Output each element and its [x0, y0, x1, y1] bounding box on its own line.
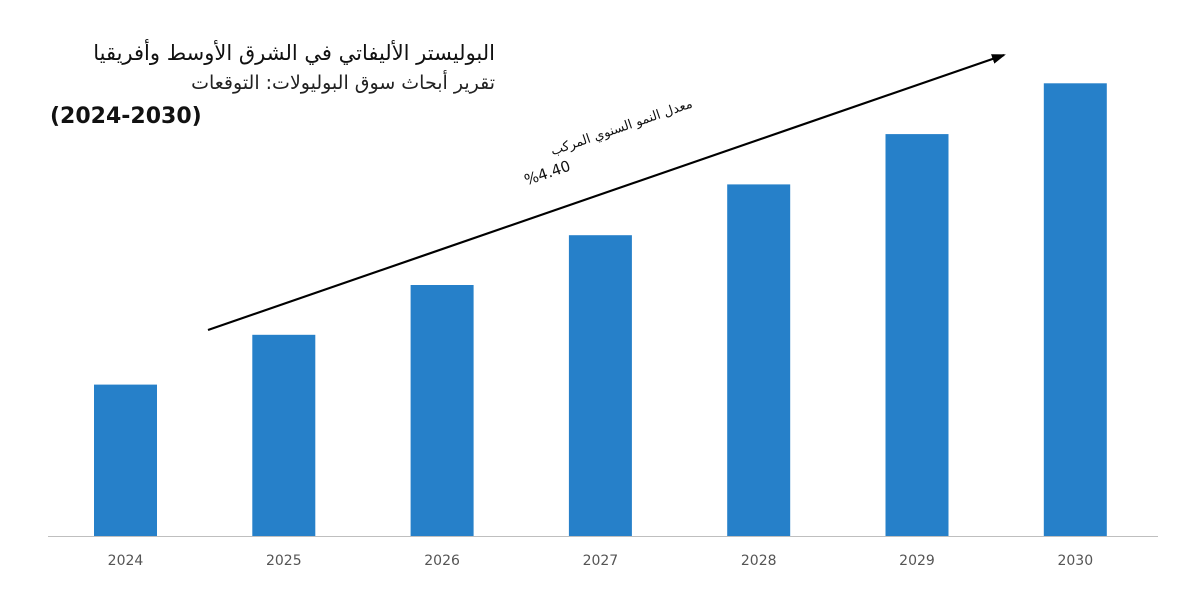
bar-2026 — [410, 285, 474, 536]
x-tick-label-2026: 2026 — [424, 553, 460, 569]
annotation-group: معدل النمو السنوي المركب %4.40 — [522, 97, 695, 190]
bar-2030 — [1043, 83, 1107, 537]
bar-2029 — [885, 134, 949, 536]
bar-2025 — [252, 334, 316, 536]
bar-2024 — [94, 384, 157, 536]
x-tick-label-2030: 2030 — [1057, 553, 1093, 569]
bar-2027 — [568, 235, 632, 536]
chart-subtitle: تقرير أبحاث سوق البوليولات: التوقعات — [191, 72, 495, 94]
bar-2028 — [727, 184, 791, 536]
x-tick-label-2024: 2024 — [108, 553, 144, 569]
chart-title: البوليستر الأليفاتي في الشرق الأوسط وأفر… — [93, 41, 495, 65]
bars-layer — [94, 83, 1107, 537]
x-tick-labels: 2024 2025 2026 2027 2028 2029 2030 — [108, 553, 1093, 569]
cagr-value: %4.40 — [522, 157, 573, 190]
x-tick-label-2025: 2025 — [266, 553, 302, 569]
x-tick-label-2027: 2027 — [583, 553, 619, 569]
cagr-label: معدل النمو السنوي المركب — [549, 97, 695, 160]
x-tick-label-2029: 2029 — [899, 553, 935, 569]
chart-period: (2024-2030) — [50, 104, 202, 129]
x-tick-label-2028: 2028 — [741, 553, 777, 569]
chart-title-block: البوليستر الأليفاتي في الشرق الأوسط وأفر… — [50, 38, 495, 134]
trend-arrow — [207, 53, 1006, 332]
